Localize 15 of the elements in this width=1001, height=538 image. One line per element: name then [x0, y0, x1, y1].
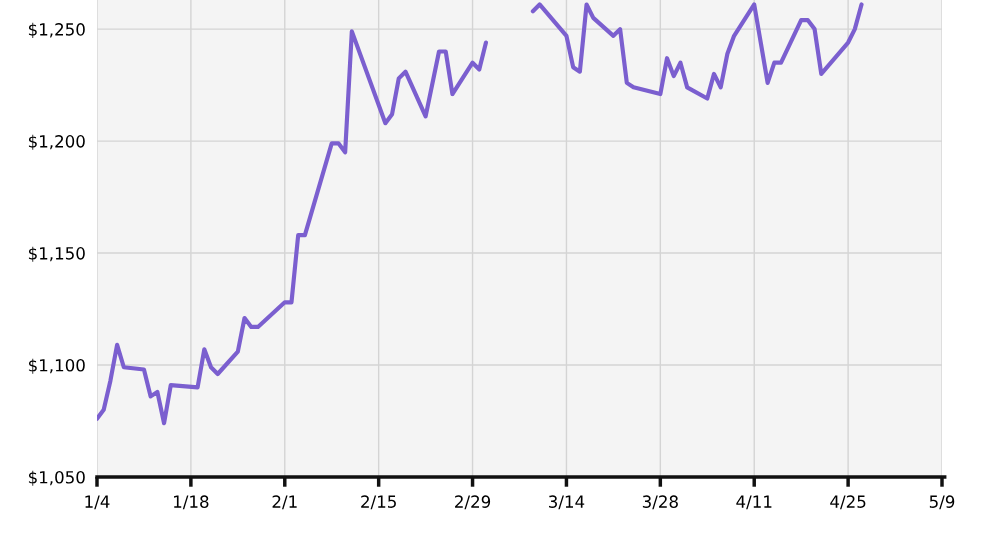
x-tick-label: 3/28	[642, 495, 678, 510]
x-tick-label: 1/4	[85, 495, 110, 510]
y-tick-label: $1,250	[28, 22, 85, 38]
x-tick-label: 4/11	[736, 495, 772, 510]
x-tick-label: 2/1	[272, 495, 297, 510]
y-tick-label: $1,050	[28, 470, 85, 486]
y-tick-label: $1,150	[28, 246, 85, 262]
x-tick-label: 5/9	[929, 495, 955, 510]
x-tick-label: 3/14	[549, 495, 585, 510]
x-tick-label: 2/29	[455, 495, 491, 510]
y-tick-label: $1,200	[28, 134, 85, 150]
y-tick-label: $1,100	[28, 358, 85, 374]
x-tick-label: 4/25	[830, 495, 866, 510]
x-tick-label: 2/15	[361, 495, 396, 510]
x-tick-label: 1/18	[174, 495, 209, 510]
